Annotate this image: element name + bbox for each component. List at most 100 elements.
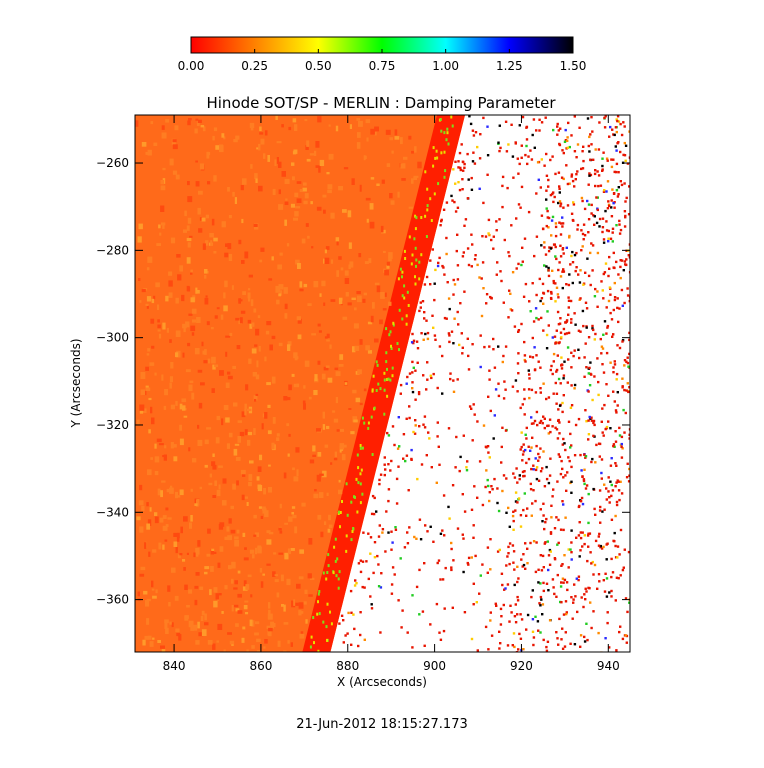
noise-pixel (611, 227, 615, 230)
disk-mottle (201, 629, 207, 636)
noise-pixel (438, 256, 441, 260)
disk-mottle (164, 445, 167, 449)
noise-pixel (570, 541, 573, 544)
noise-pixel (379, 473, 383, 476)
noise-pixel (560, 336, 563, 339)
noise-pixel (559, 202, 563, 205)
disk-mottle (182, 352, 185, 358)
noise-pixel (508, 542, 512, 545)
noise-pixel (405, 417, 408, 420)
disk-mottle (292, 467, 295, 471)
noise-pixel (573, 643, 577, 646)
noise-pixel (511, 155, 515, 158)
disk-mottle (275, 115, 278, 120)
noise-pixel (612, 308, 615, 312)
noise-pixel (548, 548, 552, 552)
noise-pixel (459, 302, 462, 305)
noise-pixel (602, 190, 606, 193)
noise-pixel (620, 259, 624, 262)
noise-pixel (607, 476, 610, 479)
noise-pixel (370, 603, 373, 606)
disk-mottle (218, 484, 221, 490)
noise-pixel (483, 345, 486, 349)
noise-pixel (577, 273, 580, 276)
noise-pixel (620, 288, 624, 292)
limb-streak (420, 253, 423, 257)
disk-mottle (156, 243, 161, 246)
limb-streak (414, 282, 417, 286)
limb-streak (377, 382, 380, 386)
disk-mottle (327, 184, 333, 190)
disk-mottle (294, 124, 298, 131)
noise-pixel (549, 457, 552, 460)
noise-pixel (554, 341, 557, 345)
noise-pixel (529, 541, 532, 545)
noise-pixel (438, 463, 441, 466)
noise-pixel (559, 585, 563, 588)
noise-pixel (544, 253, 548, 256)
noise-pixel (397, 599, 400, 602)
noise-pixel (514, 621, 518, 624)
noise-pixel (605, 229, 609, 232)
disk-mottle (212, 464, 217, 470)
disk-mottle (254, 632, 259, 636)
limb-streak (403, 296, 406, 300)
disk-mottle (328, 124, 331, 127)
noise-pixel (578, 281, 582, 284)
noise-pixel (531, 630, 535, 633)
noise-pixel (523, 413, 526, 416)
noise-pixel (618, 346, 622, 350)
noise-pixel (607, 394, 610, 397)
noise-pixel (561, 225, 564, 228)
noise-pixel (551, 192, 554, 196)
disk-mottle (266, 625, 271, 629)
noise-pixel (522, 295, 526, 298)
noise-pixel (425, 454, 428, 457)
noise-pixel (532, 118, 536, 121)
limb-streak (379, 387, 382, 391)
noise-pixel (387, 531, 390, 534)
disk-mottle (286, 423, 290, 427)
noise-pixel (585, 420, 588, 423)
noise-pixel (492, 337, 495, 341)
disk-mottle (291, 373, 295, 377)
noise-pixel (498, 124, 501, 127)
noise-pixel (384, 468, 387, 471)
limb-streak (350, 538, 353, 542)
noise-pixel (624, 597, 628, 600)
noise-pixel (581, 232, 585, 236)
disk-mottle (225, 351, 228, 357)
noise-pixel (491, 488, 494, 491)
noise-pixel (628, 428, 630, 431)
noise-pixel (561, 286, 564, 290)
limb-streak (317, 600, 319, 604)
noise-pixel (580, 249, 583, 252)
noise-pixel (564, 448, 567, 452)
disk-mottle (157, 324, 161, 329)
limb-streak (318, 590, 321, 593)
noise-pixel (545, 198, 548, 201)
noise-pixel (517, 172, 520, 175)
noise-pixel (555, 329, 558, 332)
disk-mottle (136, 419, 140, 425)
noise-pixel (568, 234, 571, 238)
disk-mottle (348, 242, 352, 249)
noise-pixel (561, 248, 564, 251)
disk-mottle (169, 382, 172, 389)
noise-pixel (616, 115, 620, 118)
noise-pixel (402, 433, 406, 436)
noise-pixel (428, 437, 431, 440)
noise-pixel (617, 120, 621, 123)
noise-pixel (537, 452, 540, 456)
noise-pixel (457, 181, 460, 184)
noise-pixel (594, 169, 597, 172)
disk-mottle (374, 338, 379, 343)
limb-streak (359, 444, 362, 447)
disk-mottle (319, 159, 325, 166)
noise-pixel (520, 144, 523, 147)
noise-pixel (628, 474, 630, 477)
noise-pixel (582, 605, 585, 609)
noise-pixel (346, 632, 349, 635)
noise-pixel (528, 377, 531, 380)
noise-pixel (593, 563, 597, 567)
